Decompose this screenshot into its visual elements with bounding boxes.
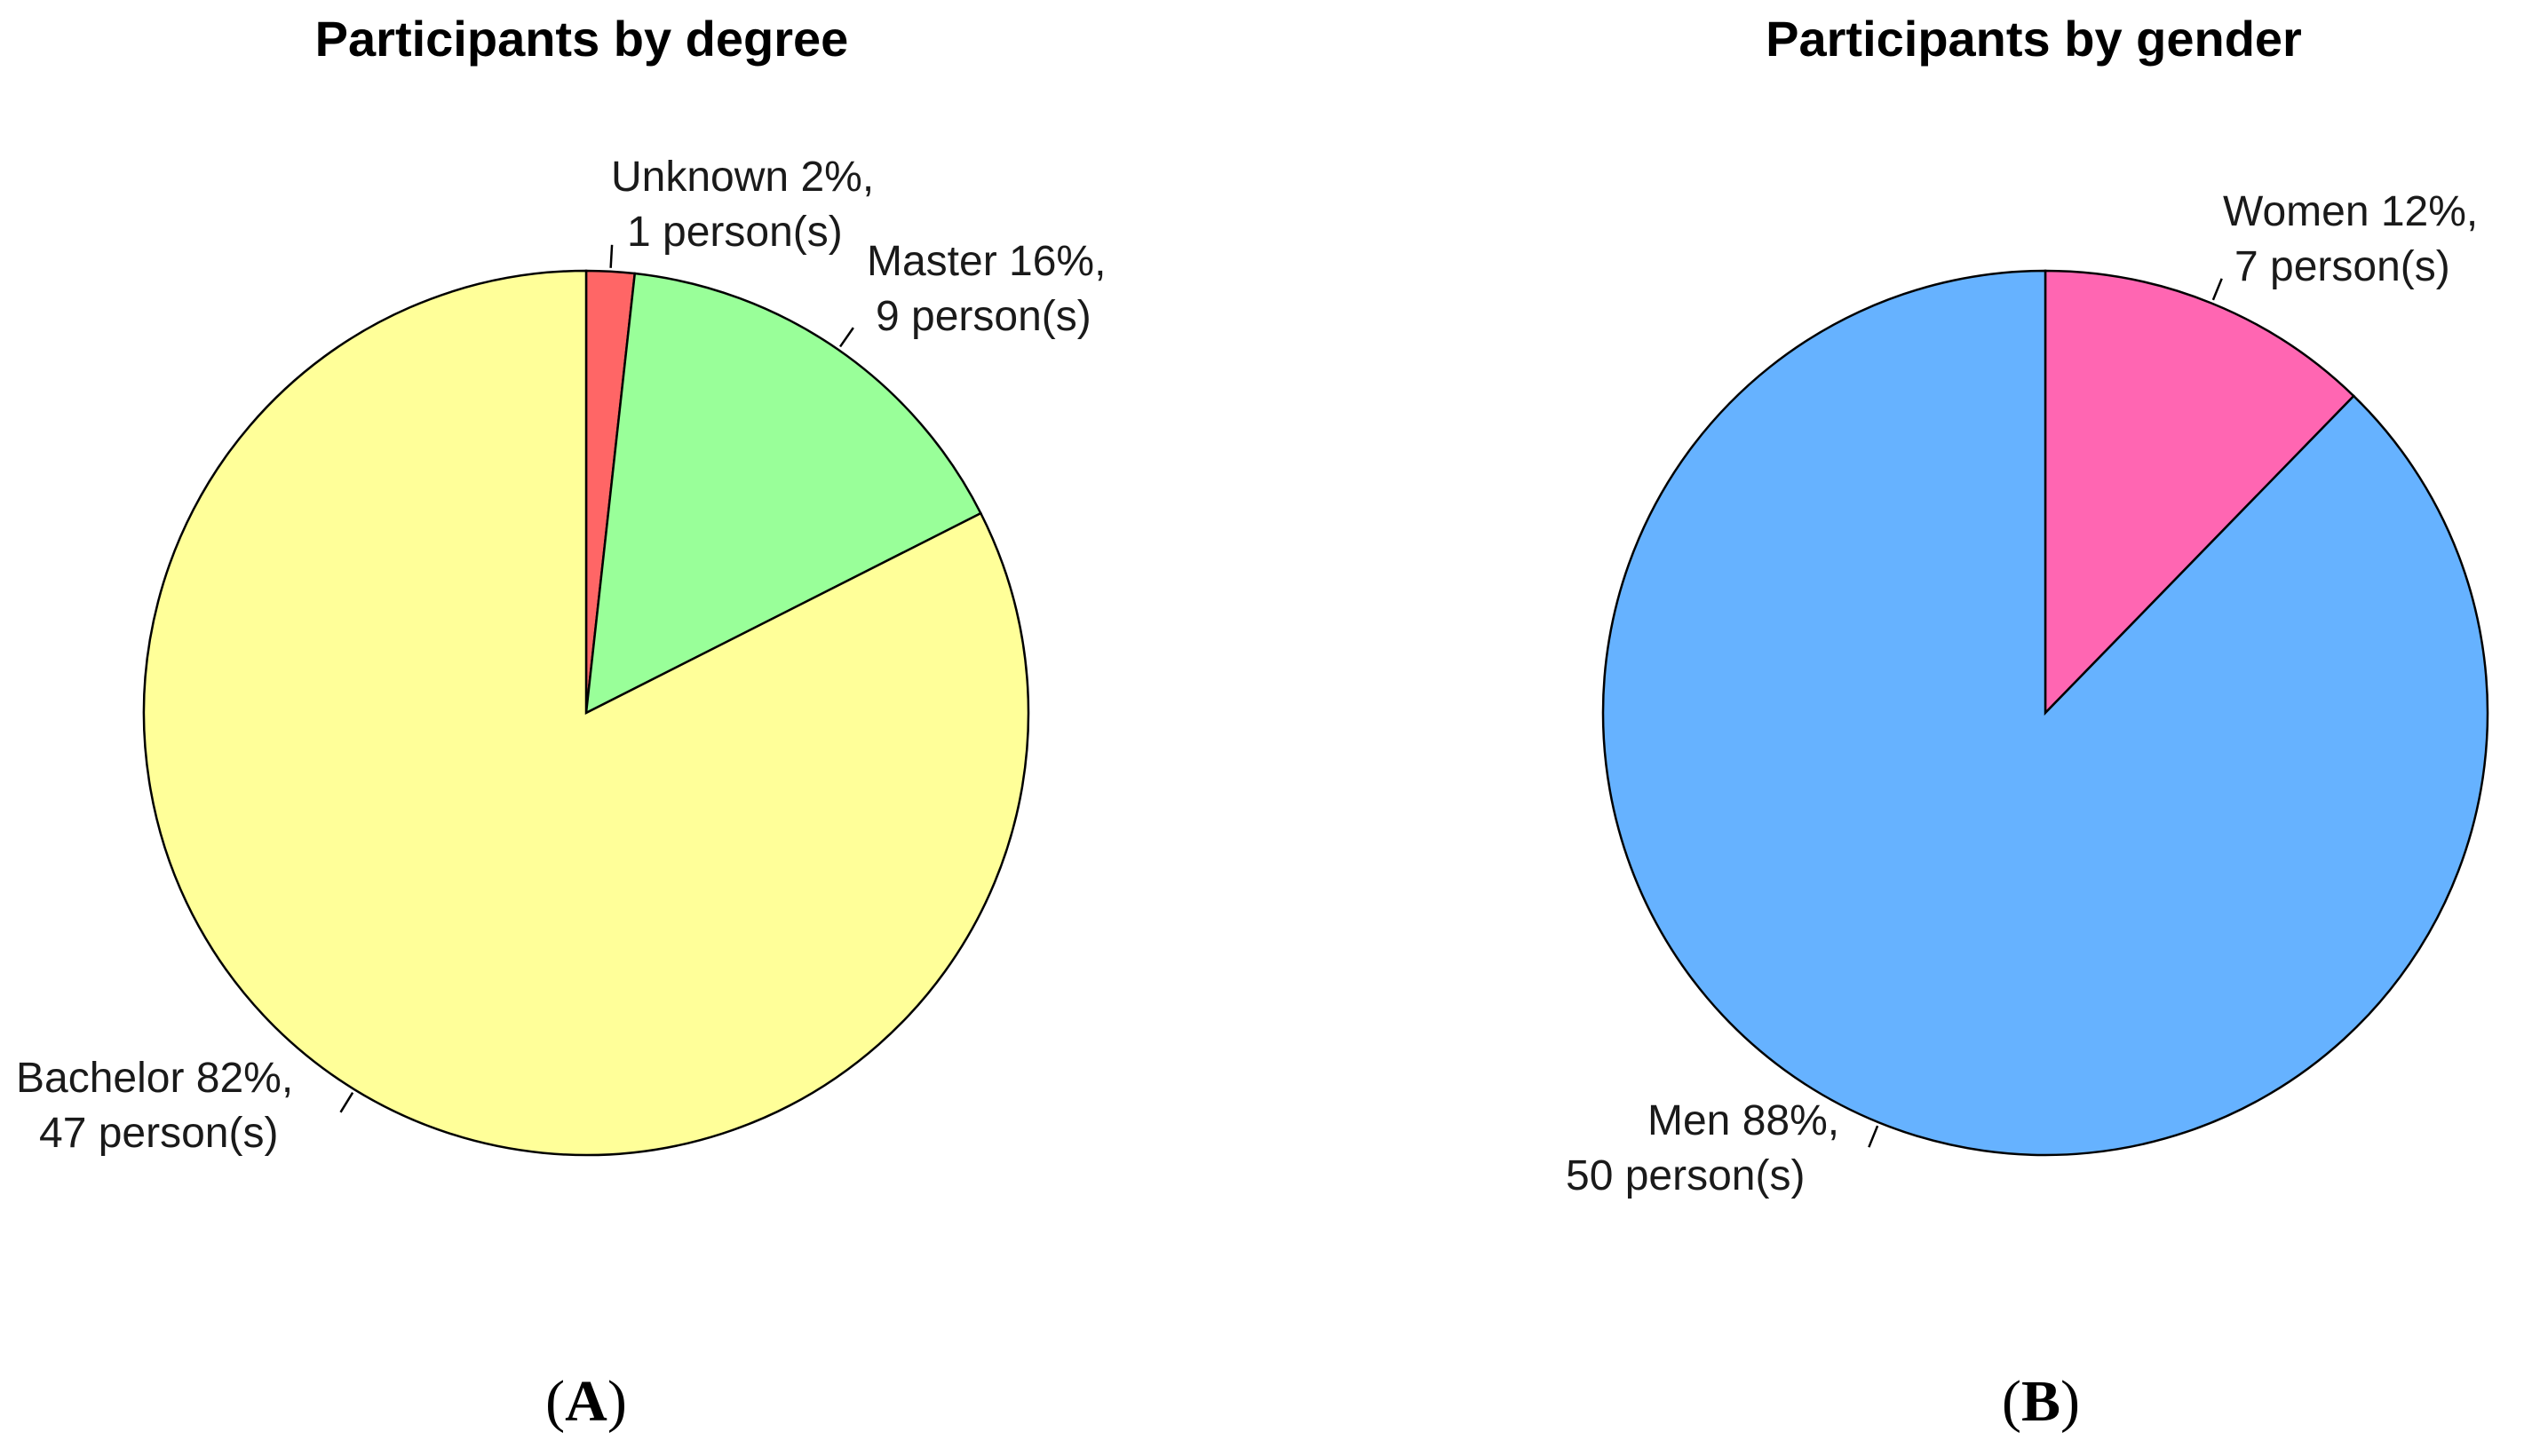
pie-slice-bachelor (142, 269, 1030, 1157)
slice-label-men-line-2: 50 person(s) (1566, 1152, 1805, 1199)
pie-slices-gender (1601, 269, 2489, 1157)
slice-label-master: Master 16%, 9 person(s) (867, 238, 1118, 340)
leader-line-bachelor (339, 1092, 354, 1113)
panel-label-a-letter: A (565, 1369, 607, 1434)
pie-slice-women (2044, 269, 2356, 716)
slice-label-women-line-2: 7 person(s) (2234, 243, 2450, 290)
slice-label-women-line-1: Women 12%, (2223, 188, 2478, 235)
slice-label-unknown: Unknown 2%, 1 person(s) (611, 154, 886, 256)
chart-title-degree: Participants by degree (315, 11, 849, 67)
slice-label-unknown-line-1: Unknown 2%, (611, 154, 874, 201)
leader-lines-gender (1868, 278, 2223, 1148)
slice-label-unknown-line-2: 1 person(s) (627, 209, 843, 256)
panel-label-b: (B) (2002, 1369, 2080, 1434)
slice-label-master-line-1: Master 16%, (867, 238, 1106, 285)
pie-slices-degree (142, 269, 1030, 1157)
chart-title-gender: Participants by gender (1766, 11, 2302, 67)
panel-label-a: (A) (545, 1369, 627, 1434)
chart-gender: Participants by gender Women 12%, 7 pers… (1566, 11, 2490, 1434)
leader-line-men (1868, 1125, 1879, 1148)
slice-label-men: Men 88%, 50 person(s) (1566, 1097, 1851, 1199)
slice-label-bachelor-line-2: 47 person(s) (39, 1110, 278, 1157)
slice-label-women: Women 12%, 7 person(s) (2223, 188, 2490, 290)
slice-label-master-line-2: 9 person(s) (876, 293, 1091, 340)
slice-label-bachelor: Bachelor 82%, 47 person(s) (16, 1055, 306, 1157)
slice-label-men-line-1: Men 88%, (1647, 1097, 1839, 1144)
pie-slice-master (584, 272, 983, 716)
panel-label-b-letter: B (2021, 1369, 2060, 1434)
leader-line-master (839, 327, 854, 348)
leader-line-unknown (609, 244, 614, 268)
pie-slice-men (1601, 269, 2489, 1157)
leader-lines-degree (339, 244, 854, 1113)
slice-label-bachelor-line-1: Bachelor 82%, (16, 1055, 293, 1102)
leader-line-women (2211, 278, 2223, 301)
chart-degree: Participants by degree Unknown 2%, 1 per… (16, 11, 1118, 1434)
